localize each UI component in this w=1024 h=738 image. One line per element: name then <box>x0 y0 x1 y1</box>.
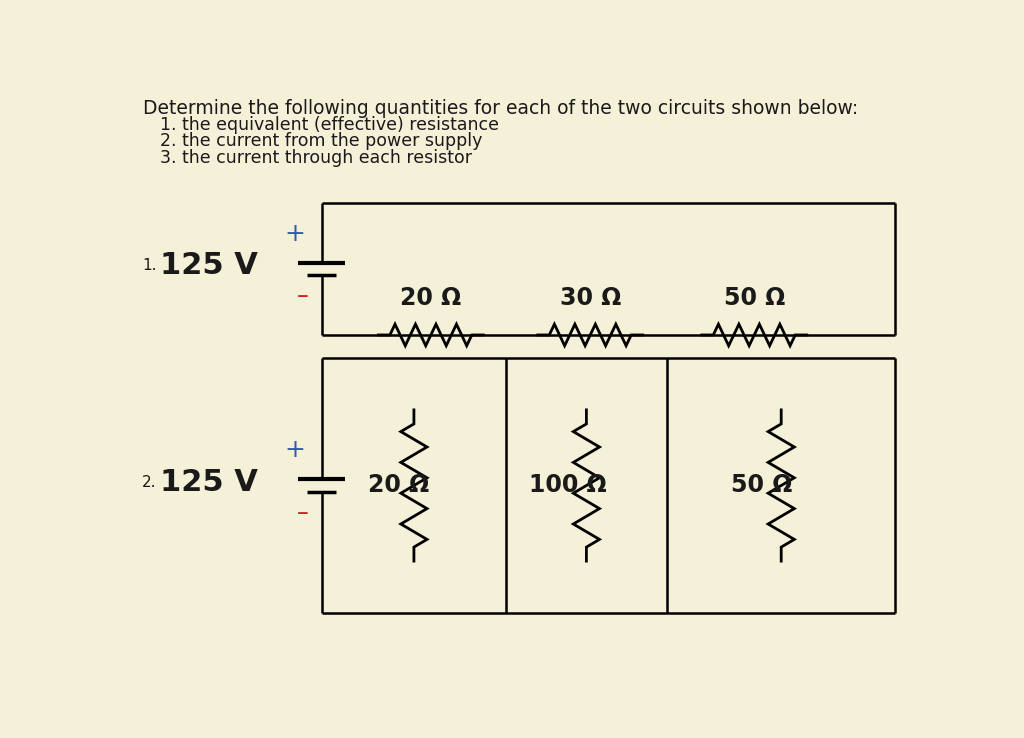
Text: Determine the following quantities for each of the two circuits shown below:: Determine the following quantities for e… <box>143 99 858 117</box>
Text: 1. the equivalent (effective) resistance: 1. the equivalent (effective) resistance <box>160 116 499 134</box>
Text: 2. the current from the power supply: 2. the current from the power supply <box>160 132 482 151</box>
Text: 125 V: 125 V <box>160 468 258 497</box>
Text: 1.: 1. <box>142 258 157 273</box>
Text: –: – <box>297 284 309 308</box>
Text: 20 Ω: 20 Ω <box>368 474 429 497</box>
Text: 2.: 2. <box>142 475 157 490</box>
Text: –: – <box>297 501 309 525</box>
Text: 50 Ω: 50 Ω <box>731 474 793 497</box>
Text: 30 Ω: 30 Ω <box>560 286 621 310</box>
Text: 3. the current through each resistor: 3. the current through each resistor <box>160 149 472 168</box>
Text: +: + <box>284 438 305 463</box>
Text: 20 Ω: 20 Ω <box>400 286 462 310</box>
Text: 125 V: 125 V <box>160 251 258 280</box>
Text: 100 Ω: 100 Ω <box>528 474 606 497</box>
Text: 50 Ω: 50 Ω <box>724 286 784 310</box>
Text: +: + <box>284 221 305 246</box>
